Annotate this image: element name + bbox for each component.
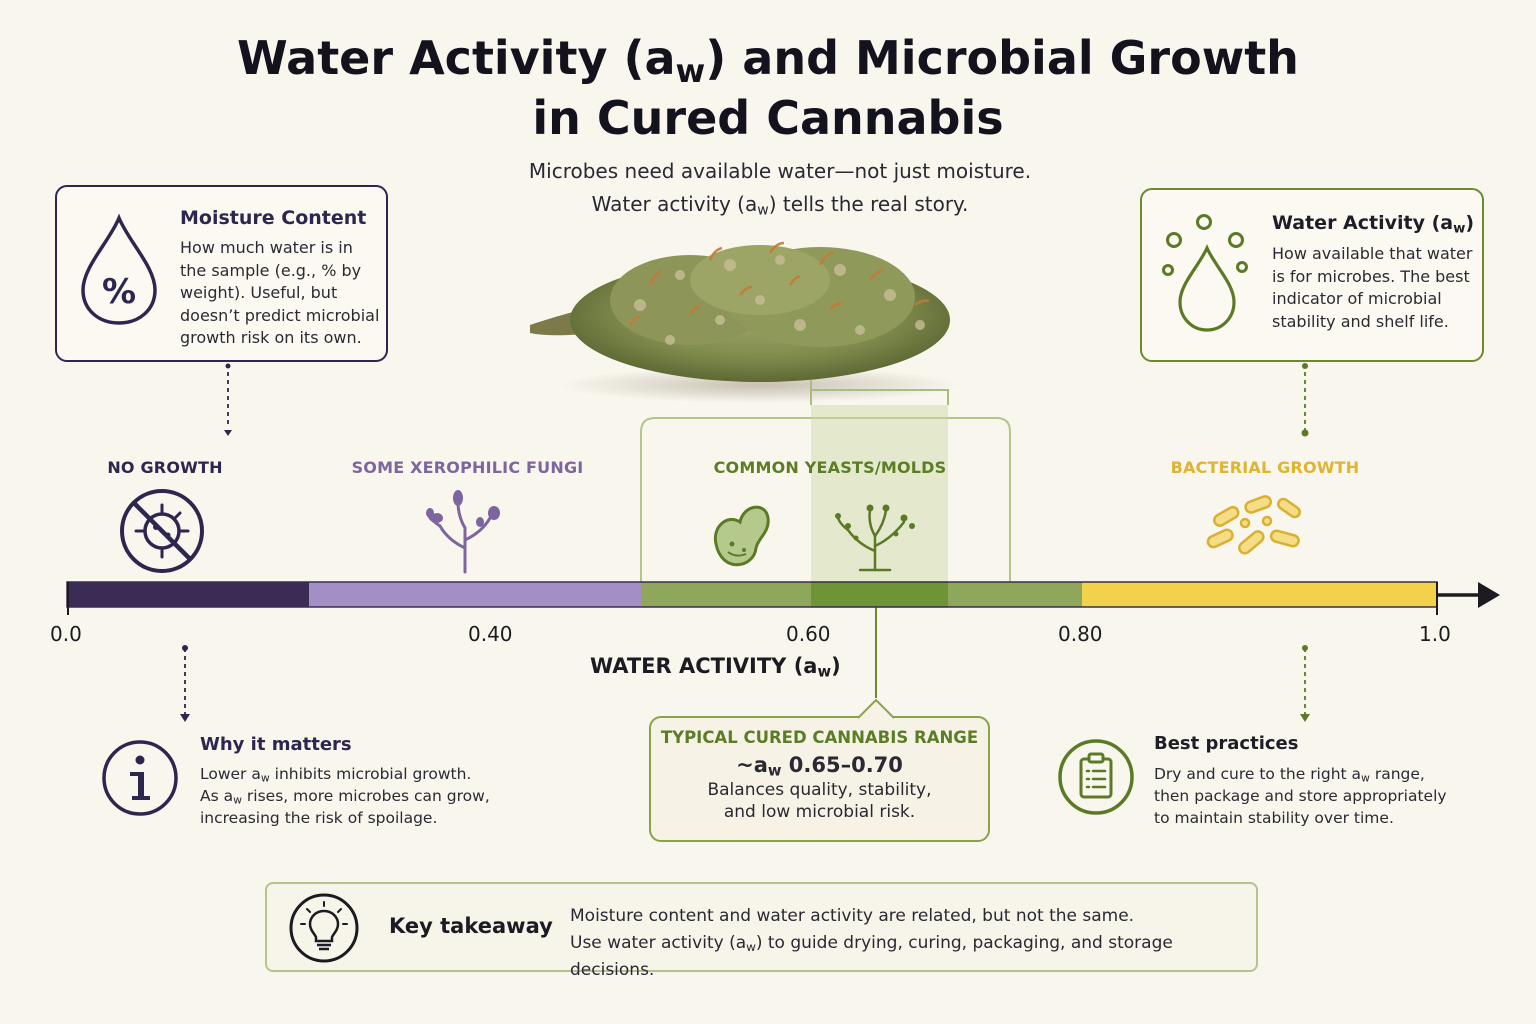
lightbulb-icon [289,893,359,963]
takeaway-text: Moisture content and water activity are … [570,906,1173,980]
yeast-mold-icon [713,504,915,572]
svg-text:%: % [102,272,136,312]
title-line-1: Water Activity (aw) and Microbial Growth [237,31,1299,91]
tick-label-1: 1.0 [1419,622,1451,646]
subtitle-line-1: Microbes need available water—not just m… [528,159,1032,183]
range-box-notch [858,698,894,720]
tick-label-060: 0.60 [786,622,831,646]
water-card-body: How available that water is for microbes… [1272,244,1473,331]
typical-range-highlight [811,405,948,608]
tick-label-0: 0.0 [50,622,82,646]
percent-drop-icon: % [81,213,157,325]
typical-range-box: TYPICAL CURED CANNABIS RANGE ~aw 0.65–0.… [649,716,990,842]
typical-range-value: ~aw 0.65–0.70 [736,753,903,780]
axis-title: WATER ACTIVITY (aw) [590,654,841,681]
cannabis-bud-image [530,241,960,403]
subtitle-line-2: Water activity (aw) tells the real story… [591,192,969,219]
moisture-content-card: % Moisture Content How much water is in … [55,185,388,362]
yeast-mold-bracket [640,417,1011,582]
info-icon [102,740,178,816]
tick-label-040: 0.40 [468,622,513,646]
scale-segment-bacterial [1082,582,1437,607]
no-microbe-icon [120,489,204,573]
takeaway-label: Key takeaway [389,914,553,938]
typical-range-title: TYPICAL CURED CANNABIS RANGE [660,728,979,747]
page-subtitle: Microbes need available water—not just m… [0,155,1536,221]
drop-with-droplets-icon [1162,214,1248,332]
fungi-stalk-icon [426,490,500,574]
zone-label-yeasts-molds: COMMON YEASTS/MOLDS [713,458,947,477]
moisture-card-body: How much water is in the sample (e.g., %… [180,238,380,347]
scale-segment-typical-range [811,582,948,607]
title-line-2: in Cured Cannabis [532,91,1004,145]
best-practices-title: Best practices [1154,733,1299,754]
why-matters-body: Lower aw inhibits microbial growth. As a… [200,765,490,827]
clipboard-icon [1058,739,1134,815]
bacteria-icon [1206,495,1301,555]
water-activity-scale [66,581,1500,615]
why-matters-title: Why it matters [200,734,352,755]
zone-label-bacterial: BACTERIAL GROWTH [1170,458,1360,477]
scale-segment-no-growth [67,582,309,607]
key-takeaway-box: Key takeaway Moisture content and water … [265,882,1258,980]
typical-range-line-1: Balances quality, stability, [707,780,932,800]
zone-label-no-growth: NO GROWTH [107,458,223,477]
best-practices-body: Dry and cure to the right aw range, then… [1154,765,1447,827]
mold-branch-icon [836,508,906,572]
scale-arrowhead [1478,582,1500,608]
typical-range-line-2: and low microbial risk. [723,802,916,822]
moisture-card-title: Moisture Content [180,207,367,229]
water-activity-card: Water Activity (aw) How available that w… [1140,188,1484,362]
scale-segment-xerophilic [309,582,641,607]
yeast-cell-icon [713,505,770,567]
zone-label-xerophilic: SOME XEROPHILIC FUNGI [351,458,584,477]
water-card-title: Water Activity (aw) [1272,212,1475,237]
tick-label-080: 0.80 [1058,622,1103,646]
page-title: Water Activity (aw) and Microbial Growth… [0,28,1536,148]
